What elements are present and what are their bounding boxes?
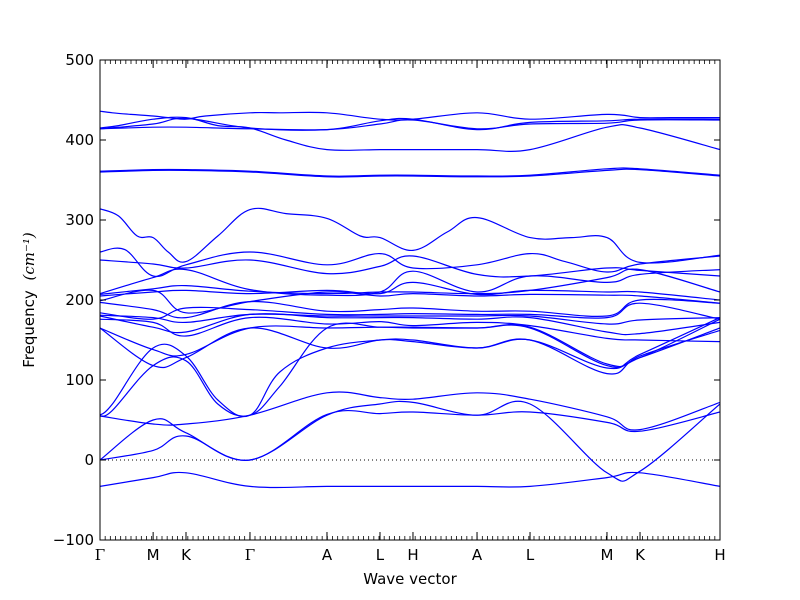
x-tick-label: L [376,546,385,564]
dispersion-branch-1 [100,110,720,121]
y-tick-label: −100 [53,531,94,549]
dispersion-branch-5 [100,167,720,177]
dispersion-branch-23 [100,391,720,431]
y-axis-label-unit: (cm⁻¹) [20,232,38,280]
plot-frame [99,59,721,541]
dispersion-branch-18 [100,316,720,343]
y-tick-label: 300 [65,211,94,229]
dispersion-branch-10 [100,268,720,297]
x-tick-label: Γ [245,546,255,564]
x-tick-label: L [526,546,535,564]
y-axis-label-text: Frequency [20,290,38,368]
x-tick-label: A [322,546,333,564]
dispersion-branch-2 [100,116,720,152]
y-tick-label: 0 [84,451,94,469]
dispersion-branch-14 [100,298,720,319]
x-tick-label: K [181,546,192,564]
x-tick-label: A [472,546,483,564]
x-tick-label: K [635,546,646,564]
dispersion-branch-12 [100,281,720,301]
dispersion-branch-17 [100,313,720,336]
y-axis-ticks: −100 0 100 200 300 400 500 [53,51,720,549]
dispersion-branch-26 [100,471,720,489]
x-tick-label: H [714,546,725,564]
x-tick-label: Γ [95,546,105,564]
y-tick-label: 400 [65,131,94,149]
dispersion-branch-11 [100,268,720,295]
y-tick-label: 100 [65,371,94,389]
x-tick-label: H [407,546,418,564]
dispersion-branch-19 [100,324,720,369]
dispersion-branch-15 [100,302,720,320]
y-tick-label: 500 [65,51,94,69]
dispersion-curves [100,110,720,489]
dispersion-branch-13 [100,289,720,314]
x-axis-label: Wave vector [363,570,457,588]
y-tick-label: 200 [65,291,94,309]
dispersion-branch-9 [100,255,720,278]
dispersion-branch-25 [100,400,720,482]
x-tick-label: M [600,546,613,564]
dispersion-branch-16 [100,313,720,325]
dispersion-branch-24 [100,409,720,461]
dispersion-branch-21 [100,317,720,418]
dispersion-branch-7 [100,207,720,264]
dispersion-branch-20 [100,327,720,375]
y-axis-label: Frequency (cm⁻¹) [20,232,38,368]
x-tick-label: M [147,546,160,564]
dispersion-branch-4 [100,119,720,131]
dispersion-branch-22 [100,318,720,417]
dispersion-branch-6 [100,168,720,178]
dispersion-branch-3 [100,117,720,131]
